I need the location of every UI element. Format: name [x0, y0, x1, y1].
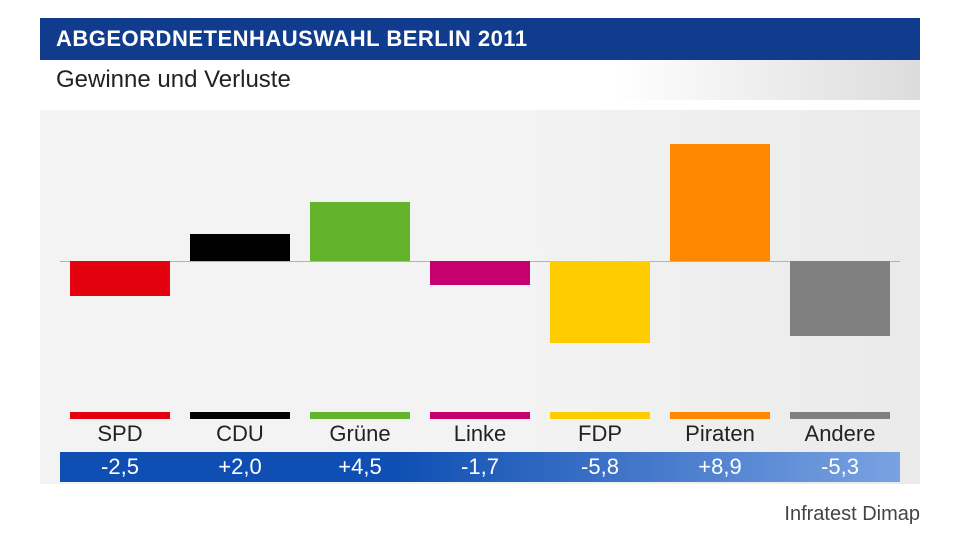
legend-label: Grüne	[300, 421, 420, 447]
source-label: Infratest Dimap	[784, 503, 920, 526]
legend-label: CDU	[180, 421, 300, 447]
legend-chip	[790, 412, 890, 419]
chart-plot	[60, 130, 900, 402]
legend-label: Linke	[420, 421, 540, 447]
bar-slot	[180, 130, 300, 402]
page-subtitle: Gewinne und Verluste	[40, 60, 920, 100]
header-block: ABGEORDNETENHAUSWAHL BERLIN 2011 Gewinne…	[40, 18, 920, 100]
bar-slot	[780, 130, 900, 402]
legend-label: SPD	[60, 421, 180, 447]
value-cell: +4,5	[300, 452, 420, 482]
value-cell: +8,9	[660, 452, 780, 482]
page-title: ABGEORDNETENHAUSWAHL BERLIN 2011	[40, 18, 920, 60]
legend-chip	[310, 412, 410, 419]
legend-chip	[430, 412, 530, 419]
legend-cell: SPD	[60, 412, 180, 447]
bar-grüne	[310, 202, 410, 261]
value-cell: -2,5	[60, 452, 180, 482]
bar-piraten	[670, 144, 770, 260]
bar-cdu	[190, 234, 290, 260]
bar-spd	[70, 261, 170, 296]
legend-chip	[190, 412, 290, 419]
legend-label: FDP	[540, 421, 660, 447]
legend-cell: Grüne	[300, 412, 420, 447]
bar-slot	[660, 130, 780, 402]
value-cell: -5,8	[540, 452, 660, 482]
legend-cell: FDP	[540, 412, 660, 447]
bar-slot	[420, 130, 540, 402]
legend-cell: Linke	[420, 412, 540, 447]
legend-strip: SPDCDUGrüneLinkeFDPPiratenAndere	[60, 412, 900, 450]
bar-linke	[430, 261, 530, 285]
bar-slot	[540, 130, 660, 402]
legend-cell: CDU	[180, 412, 300, 447]
chart-canvas: ABGEORDNETENHAUSWAHL BERLIN 2011 Gewinne…	[0, 0, 960, 544]
bar-slot	[300, 130, 420, 402]
value-strip: -2,5+2,0+4,5-1,7-5,8+8,9-5,3	[60, 452, 900, 482]
bar-slot	[60, 130, 180, 402]
legend-chip	[670, 412, 770, 419]
legend-cell: Andere	[780, 412, 900, 447]
legend-chip	[70, 412, 170, 419]
bar-andere	[790, 261, 890, 336]
legend-label: Piraten	[660, 421, 780, 447]
legend-cell: Piraten	[660, 412, 780, 447]
legend-label: Andere	[780, 421, 900, 447]
bar-fdp	[550, 261, 650, 343]
value-cell: +2,0	[180, 452, 300, 482]
value-cell: -1,7	[420, 452, 540, 482]
value-cell: -5,3	[780, 452, 900, 482]
chart-area: SPDCDUGrüneLinkeFDPPiratenAndere -2,5+2,…	[40, 110, 920, 484]
legend-chip	[550, 412, 650, 419]
